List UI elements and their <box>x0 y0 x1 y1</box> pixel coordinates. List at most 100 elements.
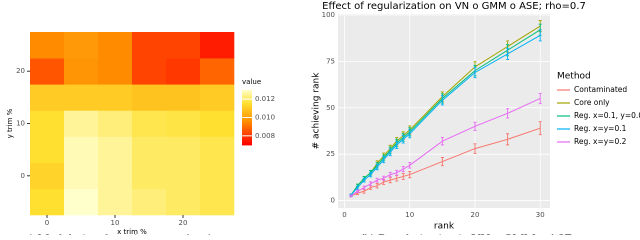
y-tick-label: 75 <box>326 57 335 65</box>
colorbar-step <box>242 121 252 124</box>
x-tick-label: 10 <box>405 211 414 219</box>
error-bar <box>362 177 366 183</box>
x-axis-label: x trim % <box>117 228 147 235</box>
colorbar-step <box>242 112 252 114</box>
colorbar-step <box>242 110 252 113</box>
legend-label: Reg. x=y=0.1 <box>574 124 627 133</box>
legend-title: Method <box>557 72 591 82</box>
colorbar-step <box>242 138 252 140</box>
error-bar <box>440 157 444 167</box>
heat-cell <box>98 136 133 164</box>
colorbar-step <box>242 140 252 143</box>
heat-cell <box>166 32 201 59</box>
colorbar-tick-label: 0.008 <box>255 132 275 140</box>
heat-cell <box>166 136 201 164</box>
error-bar <box>473 121 477 131</box>
error-bar <box>408 129 412 139</box>
heat-cell <box>30 136 65 164</box>
colorbar-step <box>242 142 252 145</box>
heat-cell <box>132 110 167 137</box>
heat-cell <box>132 58 167 85</box>
colorbar-step <box>242 127 252 129</box>
legend-label: Reg. x=y=0.2 <box>574 137 627 146</box>
heat-cell <box>200 58 235 85</box>
error-bar <box>538 121 542 136</box>
error-bar <box>388 148 392 157</box>
heat-cell <box>64 188 99 216</box>
colorbar-step <box>242 90 252 92</box>
heat-cell <box>98 32 133 59</box>
heat-cell <box>98 58 133 85</box>
legend-label: Reg. x=0.1, y=0.0 <box>574 111 640 120</box>
legend-label: Contaminated <box>574 85 627 94</box>
series-line <box>350 127 541 197</box>
heat-cell <box>200 32 235 59</box>
heat-cell <box>166 84 201 111</box>
error-bar <box>356 189 360 194</box>
error-bar <box>473 66 477 79</box>
y-tick-label: 25 <box>326 150 335 158</box>
heat-cell <box>132 136 167 164</box>
error-bar <box>401 165 405 173</box>
x-tick-label: 20 <box>471 211 480 219</box>
x-tick-label: 0 <box>342 211 346 219</box>
heat-cell <box>166 110 201 137</box>
error-bar <box>506 47 510 60</box>
error-bar <box>408 170 412 179</box>
error-bar <box>401 173 405 180</box>
heat-cell <box>132 32 167 59</box>
error-bar <box>506 108 510 119</box>
x-axis-label: rank <box>434 222 455 232</box>
heat-cell <box>132 84 167 111</box>
colorbar-step <box>242 92 252 95</box>
error-bar <box>538 92 542 105</box>
colorbar-step <box>242 109 252 112</box>
chart-title: Effect of regularization on VN o GMM o A… <box>322 1 586 12</box>
colorbar-step <box>242 132 252 135</box>
colorbar-step <box>242 94 252 96</box>
heat-cell <box>64 58 99 85</box>
heat-cell <box>98 84 133 111</box>
y-tick-label: 100 <box>322 11 335 19</box>
series-line <box>350 98 541 197</box>
y-tick-label: 0 <box>21 172 25 180</box>
error-bar <box>408 162 412 169</box>
error-bar <box>388 171 392 178</box>
legend-label: Core only <box>574 98 610 107</box>
colorbar-step <box>242 91 252 94</box>
heat-cell <box>200 84 235 111</box>
heat-cell <box>98 110 133 137</box>
error-bar <box>362 185 366 190</box>
colorbar-step <box>242 134 252 136</box>
colorbar-step <box>242 139 252 142</box>
heat-cell <box>30 58 65 85</box>
error-bar <box>349 194 353 198</box>
heat-cell <box>30 32 65 59</box>
error-bar <box>395 169 399 176</box>
heat-cell <box>64 162 99 190</box>
error-bar <box>356 185 360 190</box>
error-bar <box>369 171 373 178</box>
error-bar <box>395 140 399 150</box>
colorbar-title: value <box>242 78 261 86</box>
colorbar-step <box>242 117 252 120</box>
heat-cell <box>98 188 133 216</box>
series-line <box>350 34 541 196</box>
colorbar-step <box>242 99 252 102</box>
colorbar-step <box>242 123 252 125</box>
colorbar-step <box>242 113 252 116</box>
heat-cell <box>64 136 99 164</box>
heat-cell <box>98 162 133 190</box>
error-bar <box>440 95 444 106</box>
heat-cell <box>132 162 167 190</box>
heat-cell <box>30 84 65 111</box>
y-tick-label: 0 <box>331 197 335 205</box>
colorbar-step <box>242 106 252 109</box>
colorbar-step <box>242 136 252 139</box>
heat-cell <box>166 188 201 216</box>
heat-cell <box>30 162 65 190</box>
colorbar-step <box>242 96 252 99</box>
error-bar <box>440 137 444 146</box>
colorbar-step <box>242 118 252 121</box>
colorbar-step <box>242 114 252 117</box>
